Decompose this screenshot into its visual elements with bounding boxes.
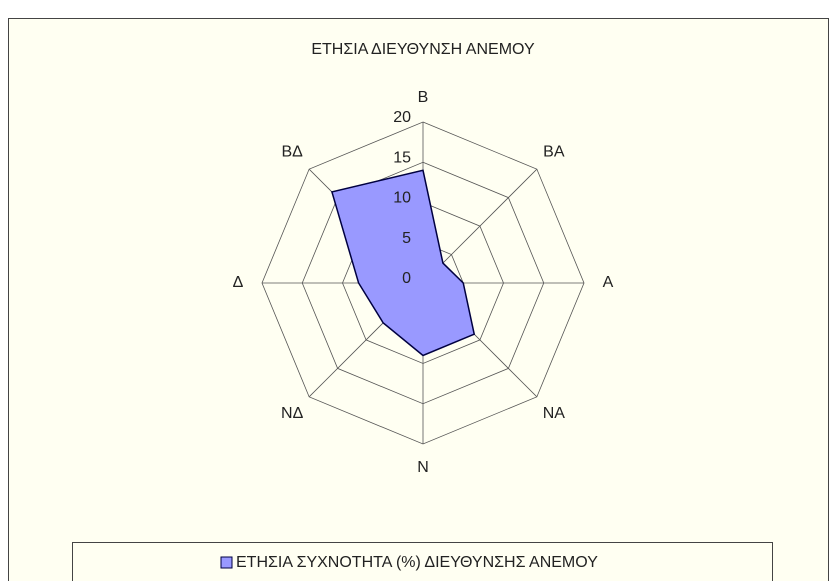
category-label: Α — [603, 274, 614, 291]
r-tick-label: 10 — [393, 190, 411, 207]
category-label: Δ — [233, 274, 244, 291]
category-label: Β — [418, 89, 429, 106]
r-tick-label: 15 — [393, 149, 411, 166]
category-label: ΒΔ — [282, 143, 304, 160]
r-tick-label: 5 — [402, 230, 411, 247]
series-area — [330, 169, 476, 357]
category-label: ΒΑ — [543, 143, 565, 160]
r-tick-label: 0 — [402, 270, 411, 287]
legend-label: ΕΤΗΣΙΑ ΣΥΧΝΟΤΗΤΑ (%) ΔΙΕΥΘΥΝΣΗΣ ΑΝΕΜΟΥ — [236, 554, 598, 571]
category-label: Ν — [417, 459, 429, 476]
r-tick-label: 20 — [393, 109, 411, 126]
category-label: ΝΑ — [543, 405, 566, 422]
chart-title: ΕΤΗΣΙΑ ΔΙΕΥΘΥΝΣΗ ΑΝΕΜΟΥ — [311, 41, 535, 58]
legend — [72, 542, 773, 581]
legend-swatch — [220, 556, 233, 569]
category-label: ΝΔ — [281, 405, 304, 422]
